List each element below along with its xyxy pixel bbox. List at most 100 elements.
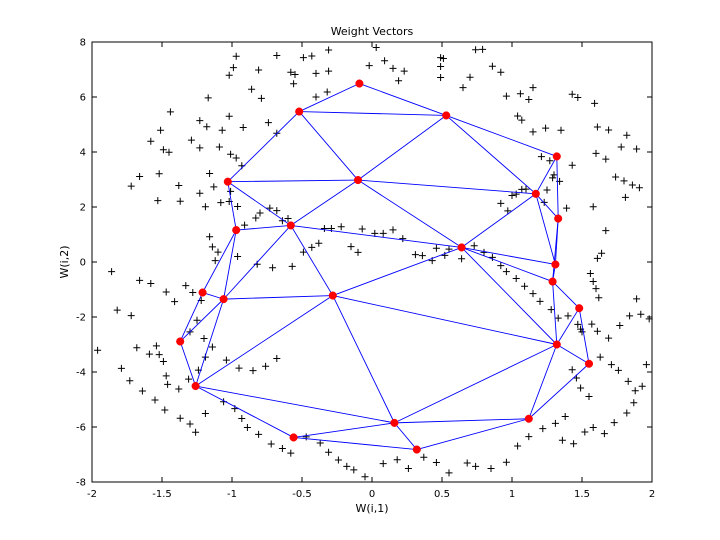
data-point-plus-marker: [264, 119, 272, 127]
network-edge: [299, 111, 447, 116]
network-edge: [332, 295, 557, 345]
data-point-plus-marker: [598, 249, 606, 257]
data-point-plus-marker: [607, 361, 615, 369]
data-point-plus-marker: [404, 465, 412, 473]
data-point-plus-marker: [432, 458, 440, 466]
data-point-plus-marker: [614, 366, 622, 374]
data-point-plus-marker: [196, 189, 204, 197]
network-edge: [394, 422, 418, 450]
data-point-plus-marker: [479, 45, 487, 53]
data-point-plus-marker: [350, 466, 358, 474]
data-point-plus-marker: [592, 149, 600, 157]
data-point-plus-marker: [187, 136, 195, 144]
weight-vector-node: [531, 189, 540, 198]
data-point-plus-marker: [525, 433, 533, 441]
data-point-plus-marker: [94, 346, 102, 354]
data-point-plus-marker: [466, 73, 474, 81]
data-point-plus-marker: [549, 174, 557, 182]
data-point-plus-marker: [201, 410, 209, 418]
data-point-plus-marker: [206, 169, 214, 177]
data-point-plus-marker: [155, 351, 163, 359]
data-point-plus-marker: [628, 181, 636, 189]
weight-vector-node: [176, 337, 185, 346]
data-point-plus-marker: [269, 264, 277, 272]
data-point-plus-marker: [302, 433, 310, 441]
network-edge: [556, 344, 590, 365]
data-point-plus-marker: [218, 126, 226, 134]
data-point-plus-marker: [445, 469, 453, 477]
data-point-plus-marker: [222, 356, 230, 364]
data-point-plus-marker: [602, 155, 610, 163]
network-edge: [179, 292, 204, 342]
data-point-plus-marker: [540, 198, 548, 206]
data-point-plus-marker: [600, 430, 608, 438]
data-point-plus-marker: [147, 279, 155, 287]
data-point-plus-marker: [563, 204, 571, 212]
data-point-plus-marker: [502, 268, 510, 276]
data-point-plus-marker: [192, 428, 200, 436]
data-point-plus-marker: [162, 288, 170, 296]
data-point-plus-marker: [372, 44, 380, 51]
data-point-plus-marker: [193, 316, 201, 324]
data-point-plus-marker: [470, 242, 478, 250]
network-edge: [461, 247, 553, 282]
data-point-plus-marker: [347, 243, 355, 251]
data-point-plus-marker: [290, 80, 298, 88]
data-point-plus-marker: [389, 226, 397, 234]
data-point-plus-marker: [299, 54, 307, 62]
data-point-plus-marker: [196, 144, 204, 152]
data-point-plus-marker: [308, 243, 316, 251]
data-point-plus-marker: [502, 92, 510, 100]
data-point-plus-marker: [371, 229, 379, 237]
network-edge: [445, 115, 537, 195]
data-point-plus-marker: [262, 362, 270, 370]
network-edge: [394, 344, 557, 424]
chart-title: Weight Vectors: [331, 25, 414, 38]
network-nodes-layer: [176, 79, 594, 454]
network-edge: [299, 83, 360, 112]
network-edge: [446, 115, 557, 157]
data-point-plus-marker: [554, 314, 562, 322]
data-point-plus-marker: [157, 126, 165, 134]
network-edge: [179, 341, 197, 387]
data-point-plus-marker: [211, 257, 219, 265]
data-point-plus-marker: [561, 413, 569, 421]
weight-vector-node: [355, 79, 364, 88]
y-tick-label: 4: [80, 148, 86, 159]
data-point-plus-marker: [312, 93, 320, 101]
data-point-plus-marker: [138, 387, 146, 395]
weight-vector-node: [575, 304, 584, 313]
weight-vector-node: [554, 214, 563, 223]
data-point-plus-marker: [418, 252, 426, 260]
weight-vector-node: [219, 295, 228, 304]
data-point-plus-marker: [287, 449, 295, 457]
data-point-plus-marker: [645, 315, 653, 323]
data-point-plus-marker: [232, 154, 240, 162]
data-point-plus-marker: [488, 62, 496, 70]
data-point-plus-marker: [365, 62, 373, 70]
data-point-plus-marker: [539, 425, 547, 433]
data-point-plus-marker: [542, 124, 550, 132]
data-point-plus-marker: [267, 440, 275, 448]
data-point-plus-marker: [203, 123, 211, 131]
data-point-plus-marker: [127, 182, 135, 190]
network-edge: [223, 295, 333, 300]
data-point-plus-marker: [238, 414, 246, 422]
data-point-plus-marker: [229, 64, 237, 72]
data-point-plus-marker: [284, 215, 292, 223]
data-point-plus-marker: [508, 191, 516, 199]
data-point-plus-marker: [152, 342, 160, 350]
y-axis-ticks: -8 -6 -4 -2 0 2 4 6 8: [76, 38, 652, 489]
data-point-plus-marker: [624, 377, 632, 385]
network-edge: [357, 179, 536, 195]
data-point-plus-marker: [155, 170, 163, 178]
x-tick-label: -1.5: [152, 489, 172, 500]
network-edge: [556, 307, 580, 345]
data-point-plus-marker: [525, 95, 533, 103]
data-point-plus-marker: [547, 306, 555, 314]
data-point-plus-marker: [411, 251, 419, 259]
weight-vector-node: [412, 445, 421, 454]
data-point-plus-marker: [325, 46, 333, 54]
data-point-plus-marker: [379, 229, 387, 237]
data-point-plus-marker: [186, 420, 194, 428]
